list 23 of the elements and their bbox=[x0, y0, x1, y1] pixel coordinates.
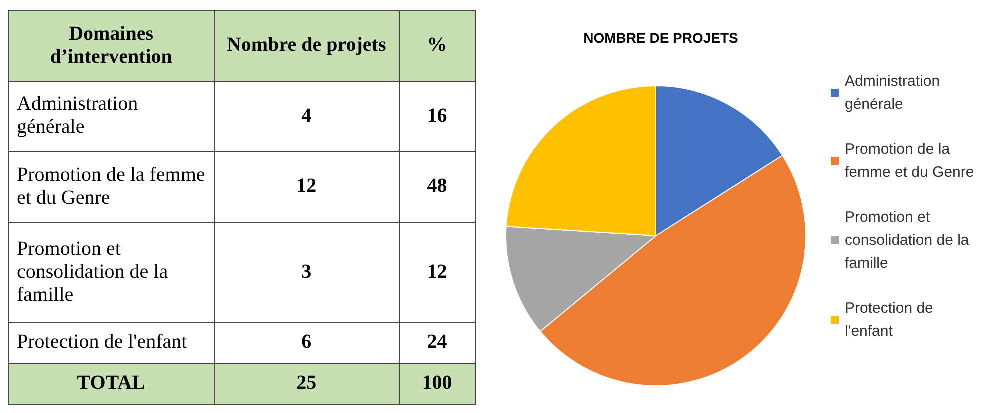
data-label: 12 bbox=[214, 152, 400, 222]
data-label: 48 bbox=[399, 152, 476, 222]
legend-label: Protection de l'enfant bbox=[845, 300, 938, 340]
data-label: 16 bbox=[399, 81, 476, 152]
text: % bbox=[399, 10, 476, 82]
data-label: 4 bbox=[214, 81, 400, 152]
category-label: Promotion de la femme et du Genre bbox=[8, 152, 214, 222]
data-label: 6 bbox=[214, 322, 400, 364]
category-label: Protection de l'enfant bbox=[8, 322, 214, 364]
legend-label: Promotion de la femme et du Genre bbox=[845, 141, 974, 181]
category-label: Administration générale bbox=[8, 81, 214, 152]
text: 100 bbox=[422, 372, 452, 394]
data-label: 24 bbox=[399, 322, 476, 364]
legend-label: Administration générale bbox=[845, 73, 944, 113]
legend-label: Promotion et consolidation de la famille bbox=[845, 209, 974, 272]
chart-title: NOMBRE DE PROJETS bbox=[584, 30, 738, 46]
data-label: 12 bbox=[399, 222, 476, 322]
text: Domaines d’intervention bbox=[8, 10, 214, 82]
text: TOTAL bbox=[8, 363, 214, 404]
text: 25 bbox=[296, 372, 317, 394]
data-label: 3 bbox=[214, 222, 400, 322]
text: Nombre de projets bbox=[214, 10, 400, 82]
category-label: Promotion et consolidation de la famille bbox=[8, 222, 214, 322]
